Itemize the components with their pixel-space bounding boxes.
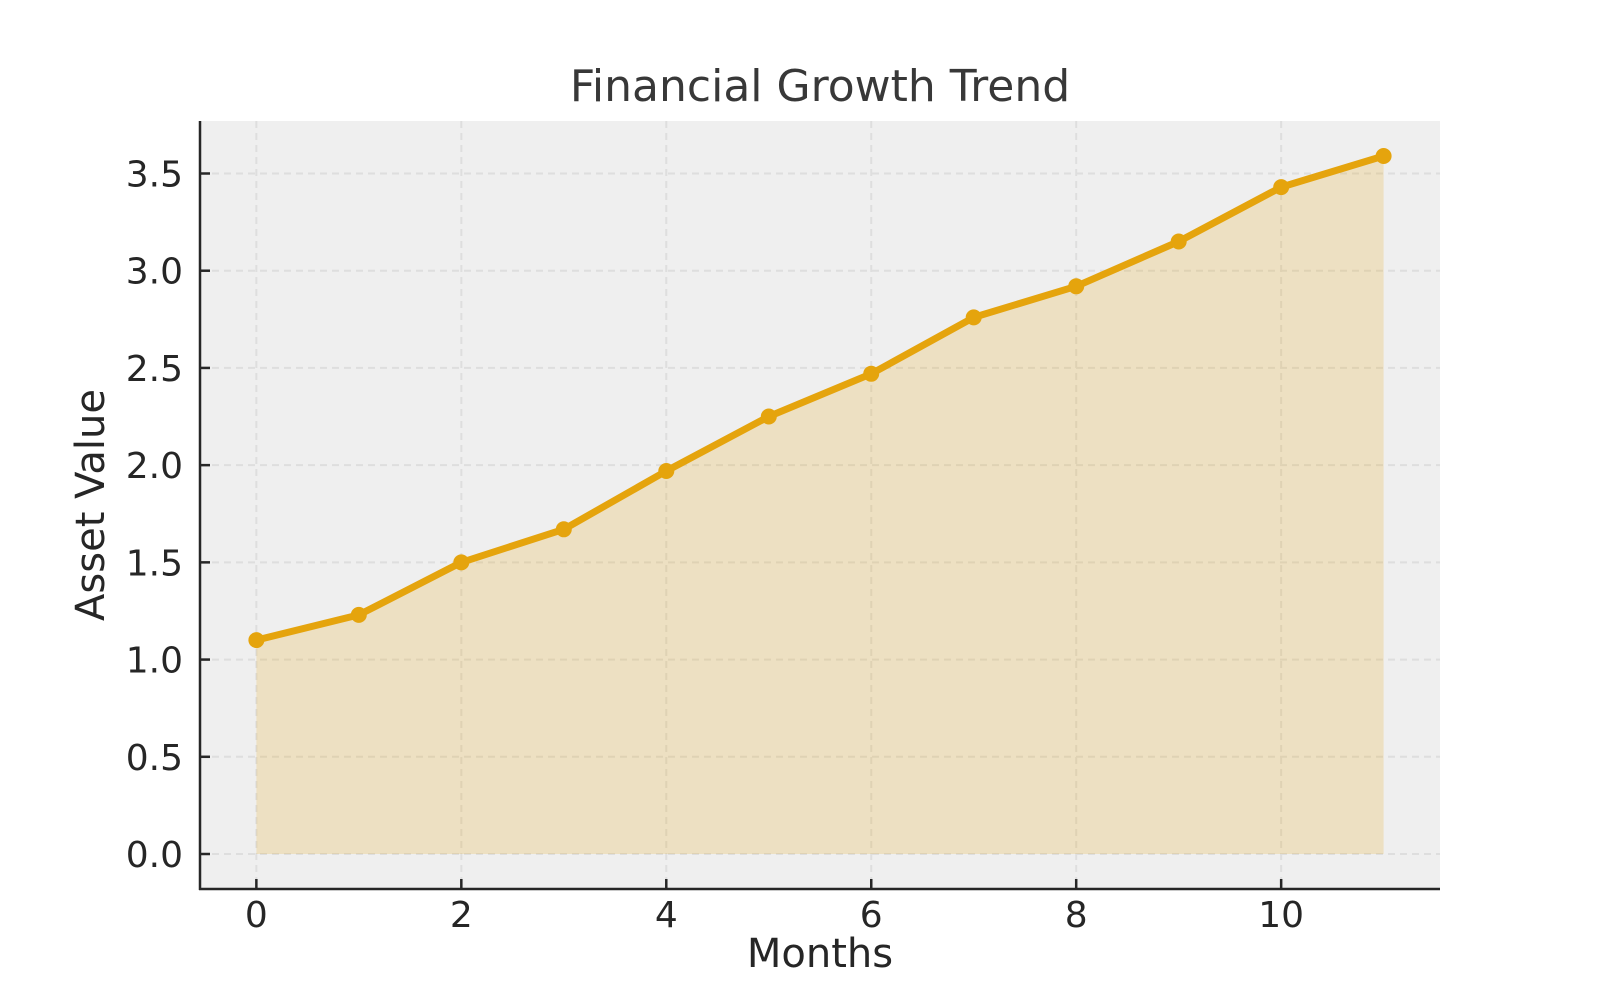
gridlines: [200, 121, 1440, 889]
data-point-marker: [760, 408, 777, 425]
data-point-marker: [658, 463, 675, 479]
data-point-marker: [1375, 148, 1392, 164]
x-tick-label: 8: [1065, 895, 1088, 936]
trend-line: [252, 152, 1388, 644]
area-fill: [256, 156, 1384, 854]
plot-area: [200, 121, 1440, 889]
x-axis-label: Months: [747, 931, 893, 977]
y-tick-label: 2.5: [126, 349, 183, 390]
y-tick-label: 0.5: [126, 738, 183, 779]
y-axis-label: Asset Value: [68, 389, 114, 621]
data-point-marker: [248, 632, 265, 649]
axis-ticks: [199, 172, 1283, 890]
data-point-marker: [863, 365, 880, 382]
x-tick-label: 10: [1258, 895, 1304, 936]
y-tick-label: 1.5: [126, 543, 183, 584]
y-tick-label: 2.0: [126, 446, 183, 487]
x-tick-label: 4: [655, 895, 678, 936]
y-tick-label: 0.0: [126, 835, 183, 876]
data-point-marker: [1273, 179, 1290, 196]
y-tick-label: 1.0: [126, 641, 183, 682]
chart-title: Financial Growth Trend: [570, 61, 1070, 112]
y-tick-label: 3.5: [126, 154, 183, 195]
data-point-marker: [1068, 278, 1085, 295]
data-point-marker: [350, 606, 367, 623]
data-point-markers: [248, 148, 1392, 649]
x-tick-label: 2: [450, 895, 473, 936]
data-point-marker: [453, 554, 470, 571]
data-point-marker: [965, 309, 982, 326]
axis-spines: [198, 121, 1440, 891]
data-point-marker: [1170, 233, 1187, 250]
data-point-marker: [555, 521, 572, 538]
y-tick-label: 3.0: [126, 252, 183, 293]
x-tick-label: 6: [860, 895, 883, 936]
axis-tick-labels: 0 2 4 6 8 10 0.0 0.5 1.0 1.5 2.0 2.5 3.0 3.5: [126, 154, 1304, 936]
x-tick-label: 0: [245, 895, 268, 936]
